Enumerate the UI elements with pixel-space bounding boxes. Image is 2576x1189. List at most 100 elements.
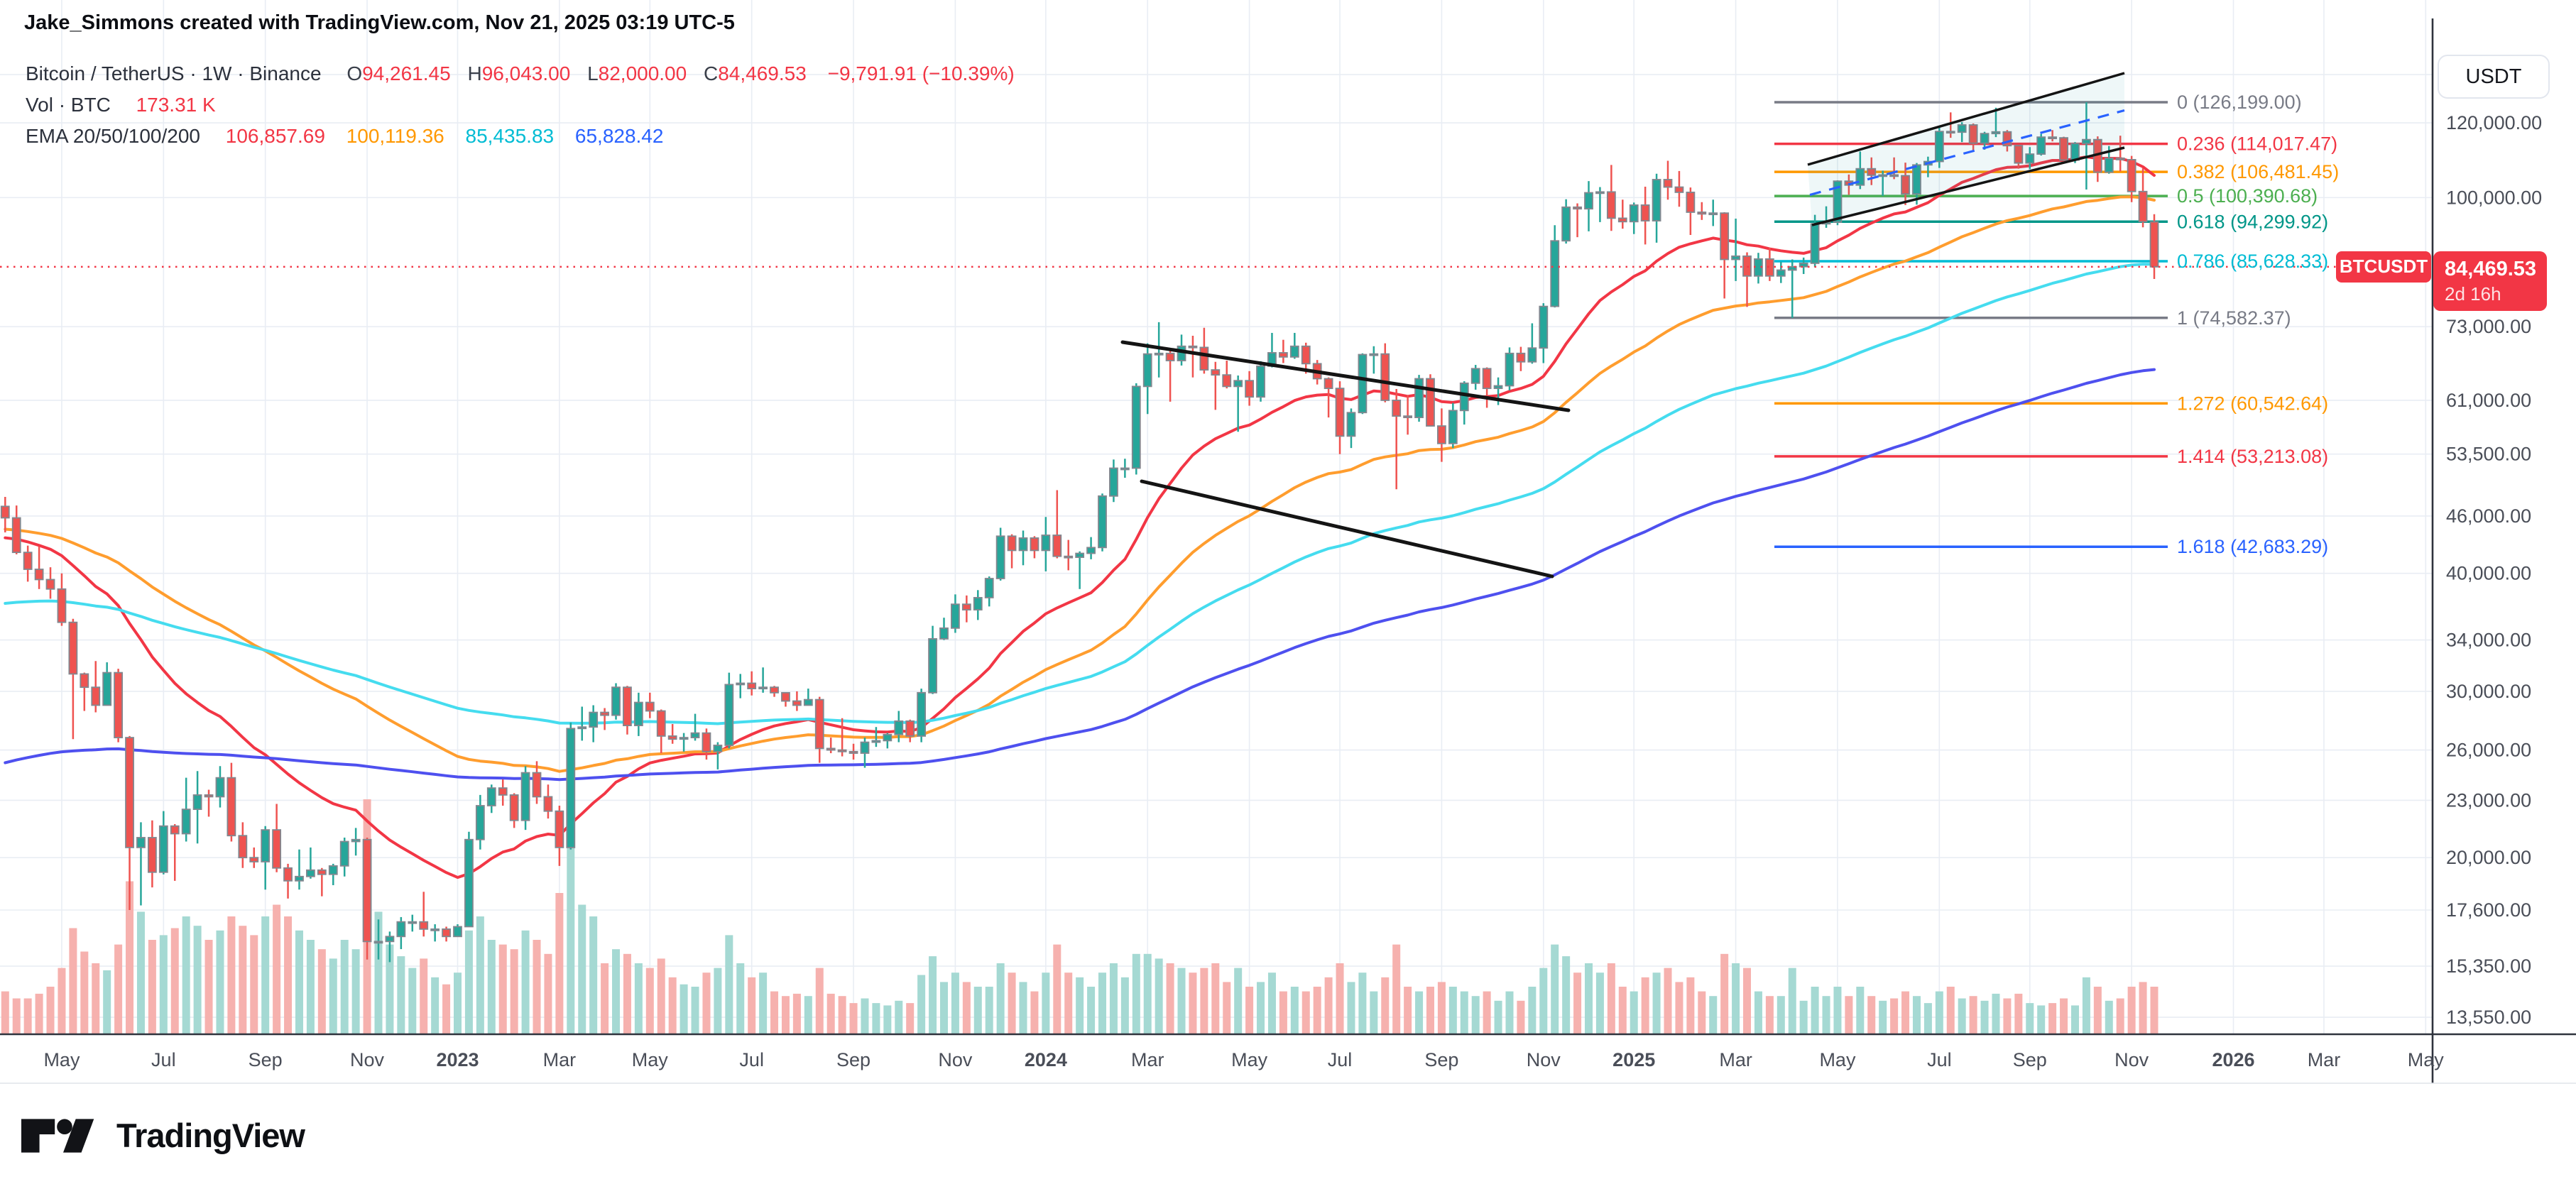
volume-bar bbox=[1008, 972, 1016, 1034]
volume-bar bbox=[408, 968, 417, 1034]
symbol-legend-row[interactable]: Bitcoin / TetherUS · 1W · Binance O94,26… bbox=[26, 62, 1015, 85]
volume-bar bbox=[2082, 977, 2090, 1034]
candle-body bbox=[1165, 352, 1175, 361]
price-tag-value: 84,469.53 bbox=[2445, 257, 2537, 280]
candle-body bbox=[2048, 136, 2058, 140]
candles-layer bbox=[0, 102, 2159, 963]
candle-body bbox=[1505, 352, 1515, 387]
volume-bar bbox=[544, 953, 552, 1034]
volume-bar bbox=[1189, 972, 1197, 1034]
price-axis-label: 73,000.00 bbox=[2446, 316, 2531, 337]
volume-bar bbox=[1109, 963, 1118, 1034]
volume-bar bbox=[1166, 963, 1174, 1034]
candle-body bbox=[917, 691, 927, 737]
candle-body bbox=[1256, 365, 1265, 398]
candle-body bbox=[1233, 380, 1243, 388]
tradingview-logo[interactable]: TradingView bbox=[21, 1116, 305, 1155]
candle-body bbox=[1855, 168, 1865, 186]
candle-body bbox=[1109, 467, 1118, 497]
volume-bar bbox=[1358, 972, 1367, 1034]
candle-body bbox=[114, 672, 124, 738]
candle-body bbox=[238, 835, 248, 859]
volume-bar bbox=[1267, 972, 1276, 1034]
volume-bar bbox=[1822, 996, 1830, 1034]
volume-bar bbox=[454, 972, 462, 1034]
price-axis-label: 20,000.00 bbox=[2446, 847, 2531, 868]
price-axis-label: 100,000.00 bbox=[2446, 187, 2542, 208]
price-axis-label: 61,000.00 bbox=[2446, 390, 2531, 411]
volume-bar bbox=[1483, 991, 1491, 1034]
candle-body bbox=[68, 621, 78, 675]
fib-level-label: 1.272 (60,542.64) bbox=[2177, 393, 2328, 414]
candle-body bbox=[1550, 240, 1560, 307]
volume-bar bbox=[1935, 991, 1943, 1034]
volume-bar bbox=[1799, 1000, 1808, 1034]
volume-bar bbox=[1426, 987, 1434, 1034]
fib-level-label: 1.414 (53,213.08) bbox=[2177, 446, 2328, 467]
volume-bar bbox=[1811, 987, 1819, 1034]
candle-body bbox=[362, 838, 372, 943]
price-tag: 84,469.53 2d 16h bbox=[2433, 251, 2547, 311]
candle-body bbox=[2002, 131, 2012, 147]
currency-unit-button[interactable]: USDT bbox=[2438, 55, 2550, 99]
volume-bar bbox=[748, 977, 756, 1034]
time-axis-label: May bbox=[2408, 1049, 2445, 1070]
candle-body bbox=[2115, 157, 2125, 160]
volume-bar bbox=[340, 940, 349, 1034]
ema-legend-row[interactable]: EMA 20/50/100/200 106,857.69 100,119.36 … bbox=[26, 125, 679, 148]
candle-body bbox=[23, 552, 33, 570]
volume-bar bbox=[1958, 998, 1966, 1034]
volume-bar bbox=[589, 916, 598, 1034]
volume-bar bbox=[204, 940, 213, 1034]
volume-bar bbox=[1404, 987, 1412, 1034]
volume-bar bbox=[1290, 987, 1299, 1034]
volume-bar bbox=[1732, 963, 1740, 1034]
candle-body bbox=[158, 825, 168, 873]
candle-body bbox=[1403, 415, 1413, 419]
volume-bar bbox=[193, 926, 202, 1034]
volume-bar bbox=[849, 1003, 858, 1034]
candle-body bbox=[1142, 353, 1152, 388]
volume-legend-row[interactable]: Vol · BTC 173.31 K bbox=[26, 94, 216, 116]
volume-bar bbox=[1675, 982, 1683, 1034]
volume-bar bbox=[1946, 987, 1955, 1034]
volume-bar bbox=[792, 993, 801, 1034]
volume-bar bbox=[306, 940, 315, 1034]
ascending-channel-lower bbox=[1811, 146, 2125, 226]
candle-body bbox=[283, 867, 293, 882]
volume-bar bbox=[1743, 968, 1752, 1034]
candle-body bbox=[1720, 212, 1730, 261]
volume-bar bbox=[623, 953, 631, 1034]
volume-bar bbox=[1064, 972, 1073, 1034]
volume-bar bbox=[1980, 1000, 1989, 1034]
volume-bar bbox=[906, 1003, 915, 1034]
candle-body bbox=[464, 838, 474, 928]
candle-body bbox=[1007, 535, 1017, 552]
candle-body bbox=[973, 597, 983, 610]
volume-bar bbox=[2003, 998, 2012, 1034]
axis-labels[interactable]: 120,000.00 100,000.00 73,000.00 61,000.00 53… bbox=[43, 112, 2542, 1070]
candle-body bbox=[408, 921, 417, 924]
candle-body bbox=[611, 686, 621, 716]
volume-bar bbox=[2037, 1005, 2046, 1034]
volume-bar bbox=[861, 998, 869, 1034]
candle-body bbox=[2138, 190, 2148, 223]
candle-body bbox=[736, 682, 746, 686]
volume-bar bbox=[284, 916, 293, 1034]
candle-body bbox=[995, 535, 1005, 579]
candle-body bbox=[566, 728, 576, 848]
volume-bar bbox=[1923, 1003, 1932, 1034]
candle-body bbox=[1289, 345, 1299, 358]
candle-body bbox=[2104, 157, 2114, 173]
candle-body bbox=[1934, 131, 1944, 163]
candle-body bbox=[261, 829, 271, 862]
candle-body bbox=[80, 673, 89, 689]
candle-body bbox=[91, 686, 101, 706]
candle-body bbox=[951, 603, 960, 629]
volume-bar bbox=[159, 935, 168, 1034]
time-axis-label: Sep bbox=[249, 1049, 283, 1070]
candle-body bbox=[803, 698, 813, 706]
candle-body bbox=[1867, 168, 1877, 176]
